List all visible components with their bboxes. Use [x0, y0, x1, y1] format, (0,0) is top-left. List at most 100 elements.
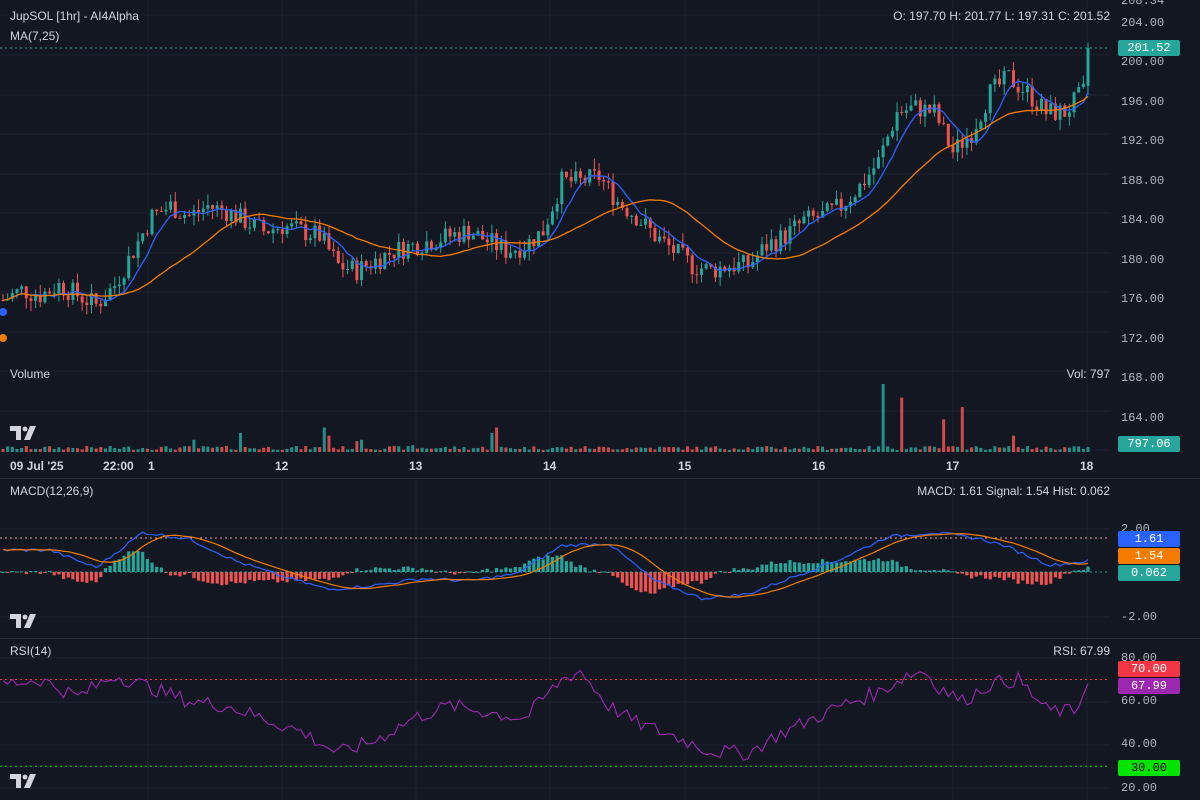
price-tick: 208.34: [1121, 0, 1165, 8]
price-tick: 172.00: [1121, 332, 1165, 346]
volume-bar: [849, 447, 853, 452]
volume-bar: [271, 449, 275, 452]
candle-body: [80, 296, 84, 303]
volume-bar: [467, 449, 471, 452]
price-tick: 196.00: [1121, 95, 1165, 109]
volume-bar: [802, 446, 806, 452]
candle-body: [788, 226, 792, 244]
macd-histogram-bar: [592, 569, 596, 572]
candle-body: [1021, 92, 1025, 94]
candle-body: [350, 260, 354, 269]
candle-body: [741, 255, 745, 263]
candle-body: [136, 241, 140, 258]
volume-bar: [471, 448, 475, 452]
candle-body: [490, 233, 494, 243]
candle-body: [1063, 105, 1067, 117]
macd-histogram-bar: [718, 570, 722, 572]
time-tick: 09 Jul '25: [10, 459, 64, 473]
candle-body: [411, 243, 415, 245]
macd-histogram-bar: [1025, 572, 1030, 584]
candle-body: [117, 284, 121, 287]
candle-body: [676, 243, 680, 253]
macd-histogram-bar: [173, 572, 177, 576]
candle-body: [1002, 70, 1006, 85]
macd-histogram-bar: [760, 564, 764, 572]
volume-bar: [89, 447, 93, 452]
volume-bar: [364, 448, 368, 452]
macd-histogram-bar: [66, 572, 70, 578]
candle-body: [974, 129, 978, 143]
volume-bar: [308, 449, 312, 452]
macd-histogram-bar: [807, 563, 811, 572]
macd-histogram-bar: [425, 569, 429, 572]
volume-bar: [1016, 447, 1020, 452]
macd-histogram-bar: [1030, 572, 1034, 585]
volume-bar: [332, 447, 336, 452]
candle-body: [266, 231, 270, 234]
macd-histogram-bar: [942, 569, 946, 572]
rsi-readout: RSI: 67.99: [1053, 644, 1110, 658]
macd-histogram-bar: [858, 559, 862, 572]
volume-bar: [392, 445, 396, 452]
volume-bar: [862, 449, 866, 452]
volume-bar: [504, 447, 508, 452]
candle-body: [653, 227, 657, 242]
volume-bar: [187, 446, 191, 452]
macd-histogram-bar: [10, 570, 14, 572]
volume-bar: [378, 449, 382, 452]
macd-histogram-bar: [695, 572, 699, 581]
volume-bar: [220, 447, 224, 452]
candle-body: [1049, 103, 1053, 115]
price-tick: 184.00: [1121, 213, 1165, 227]
volume-bar: [141, 447, 145, 452]
volume-bar: [667, 447, 671, 452]
candle-body: [825, 203, 829, 211]
candle-body: [341, 263, 345, 270]
volume-bar: [830, 448, 834, 452]
candle-body: [686, 247, 690, 256]
macd-histogram-bar: [294, 572, 298, 581]
candle-body: [797, 220, 801, 224]
candle-body: [546, 224, 550, 236]
volume-bar: [751, 449, 755, 452]
macd-histogram-bar: [443, 570, 447, 572]
candle-body: [769, 239, 773, 251]
volume-bar: [606, 447, 610, 452]
macd-histogram-bar: [676, 572, 680, 584]
candle-body: [914, 100, 918, 106]
volume-bar: [10, 446, 14, 452]
candle-body: [616, 201, 620, 206]
candle-body: [970, 137, 974, 143]
candle-body: [495, 233, 499, 251]
candle-body: [597, 170, 601, 180]
rsi-value-badge: 67.99: [1118, 678, 1180, 694]
volume-bar: [1, 448, 5, 452]
candle-body: [937, 104, 941, 124]
volume-bar: [285, 449, 289, 452]
candle-body: [10, 293, 14, 299]
volume-bar: [639, 447, 643, 452]
volume-bar: [429, 448, 433, 452]
macd-histogram-bar: [47, 570, 52, 572]
macd-histogram-bar: [527, 560, 531, 572]
candle-body: [76, 282, 80, 297]
candle-body: [821, 210, 825, 218]
candle-body: [755, 255, 759, 263]
candle-body: [523, 251, 527, 258]
volume-bar: [653, 449, 657, 452]
candle-body: [639, 224, 643, 226]
volume-bar: [490, 432, 494, 452]
macd-histogram-bar: [308, 572, 312, 580]
macd-histogram-bar: [671, 572, 676, 588]
macd-histogram-bar: [928, 570, 932, 572]
ma-legend: MA(7,25): [10, 29, 60, 43]
macd-histogram-bar: [24, 572, 28, 574]
candle-body: [197, 210, 201, 213]
volume-bar: [34, 448, 38, 452]
candle-body: [332, 249, 336, 251]
candle-body: [429, 241, 433, 250]
macd-histogram-bar: [583, 567, 587, 572]
macd-histogram-bar: [322, 572, 326, 579]
candle-body: [1, 300, 5, 301]
